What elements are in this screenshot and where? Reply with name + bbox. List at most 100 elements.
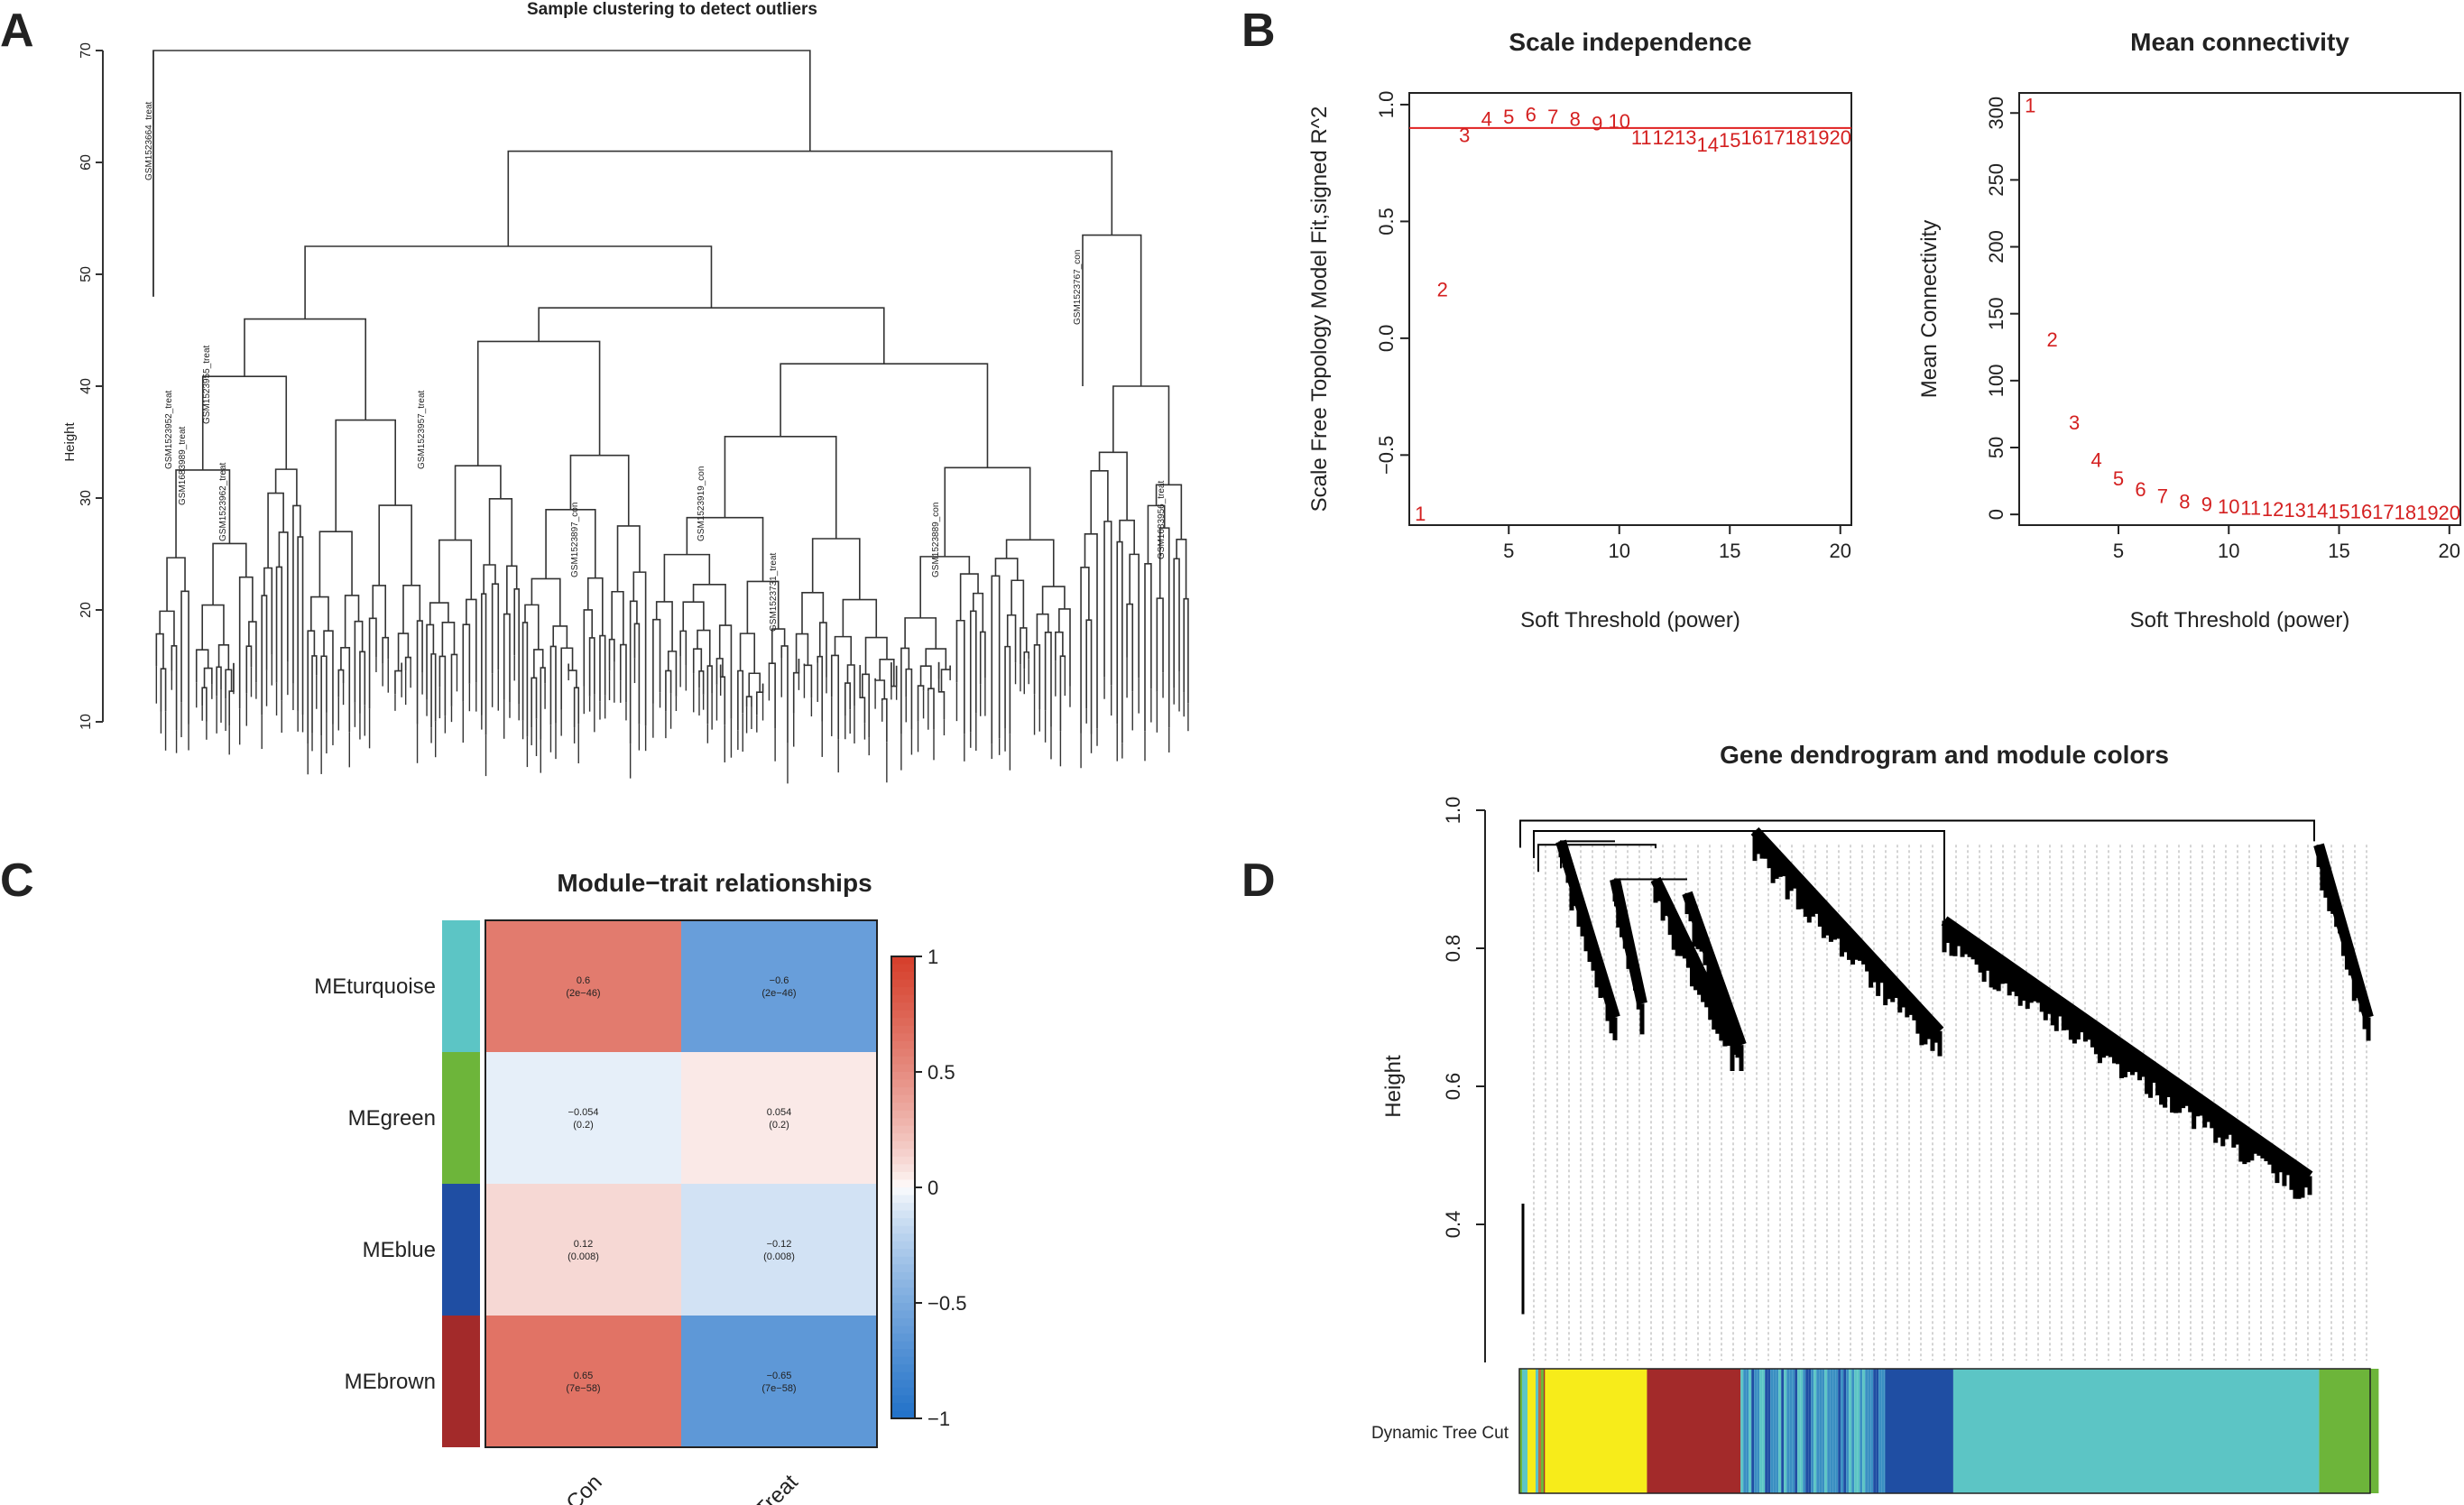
- panel-a-leaf-label: GSM1523957_treat: [417, 390, 427, 469]
- panel-a-branch: [307, 630, 316, 744]
- panel-a-leaf-label: GSM1523919_con: [697, 466, 706, 541]
- panel-c-colorbar-segment: [891, 1241, 915, 1251]
- panel-d-module-stripe: [1749, 1369, 1752, 1493]
- panel-c-colorbar-segment: [891, 1087, 915, 1096]
- panel-a-branch: [245, 645, 253, 694]
- panel-a-branch: [919, 556, 971, 618]
- panel-c-cell-value: −0.65: [767, 1371, 792, 1381]
- panel-b1-xtick-label: 5: [1503, 540, 1514, 562]
- panel-d-module-stripe: [1754, 1369, 1758, 1493]
- panel-c-colorbar-segment: [891, 956, 915, 965]
- panel-a-branch: [404, 656, 411, 671]
- panel-a-branch: [354, 620, 364, 703]
- panel-d-module-stripe: [1857, 1369, 1860, 1493]
- panel-a-branch: [881, 697, 888, 743]
- panel-a-branch: [278, 531, 289, 662]
- panel-b2-point: 12: [2262, 498, 2284, 521]
- panel-d-branch-spine: [2313, 843, 2374, 1020]
- panel-a-branch: [426, 623, 435, 700]
- panel-a-branch: [818, 622, 827, 678]
- panel-a-branch: [195, 649, 209, 683]
- panel-c-row-label: MEbrown: [345, 1370, 436, 1394]
- panel-b1-point: 4: [1481, 107, 1492, 130]
- panel-a-branch: [201, 604, 225, 651]
- panel-b2-point: 3: [2069, 411, 2080, 434]
- panel-d-module-stripe: [1541, 1369, 1544, 1493]
- panel-a-branch: [1090, 470, 1109, 534]
- panel-c-colorbar-segment: [891, 1133, 915, 1142]
- panel-d-module-stripe: [1822, 1369, 1825, 1493]
- panel-a-leaf-label: GSM1523955_treat: [202, 345, 212, 424]
- panel-b2-title: Mean connectivity: [2130, 28, 2349, 56]
- panel-a-branch: [803, 663, 813, 698]
- panel-a-ytick-label: 30: [78, 490, 94, 506]
- panel-c-colorbar-segment: [891, 1256, 915, 1266]
- panel-d-module-stripe: [1797, 1369, 1801, 1493]
- panel-a-branch: [724, 435, 837, 540]
- panel-c-colorbar-segment: [891, 1364, 915, 1373]
- panel-a-branch: [1059, 655, 1066, 732]
- panel-c-title: Module−trait relationships: [557, 869, 872, 897]
- panel-b2-point: 2: [2047, 328, 2058, 351]
- panel-a-branch: [340, 647, 351, 733]
- panel-a-branch: [795, 632, 809, 673]
- panel-b2-point: 10: [2218, 495, 2239, 518]
- panel-a-branch: [462, 623, 471, 702]
- panel-c-colorbar-label: 0: [927, 1177, 938, 1199]
- panel-a-branch: [372, 585, 387, 638]
- panel-d-module-stripe: [1792, 1369, 1795, 1493]
- panel-a-branch: [225, 669, 233, 699]
- panel-b2-ytick-label: 200: [1985, 230, 2007, 263]
- panel-d-module-stripe: [1827, 1369, 1831, 1493]
- panel-c-colorbar-segment: [891, 1287, 915, 1297]
- panel-a-branch: [323, 630, 334, 725]
- panel-a-branch: [1005, 539, 1055, 587]
- panel-a-branch: [665, 669, 672, 712]
- panel-d-module-stripe: [1800, 1369, 1804, 1493]
- panel-a-branch: [320, 655, 328, 736]
- panel-a-branch: [586, 577, 604, 636]
- panel-a-ytick-label: 50: [78, 266, 94, 282]
- panel-letter-d: D: [1241, 854, 1276, 907]
- panel-a-ytick-label: 10: [78, 714, 94, 730]
- panel-d-module-stripe: [1789, 1369, 1793, 1493]
- panel-c-cell-pvalue: (2e−46): [761, 988, 796, 999]
- panel-d-branch: [1754, 829, 1945, 921]
- panel-b2-ytick-label: 250: [1985, 163, 2007, 197]
- panel-a-branch: [1080, 566, 1090, 734]
- panel-a-branch: [969, 610, 977, 733]
- panel-b1-point: 12: [1653, 126, 1675, 149]
- panel-a-branch: [817, 655, 824, 722]
- panel-a-branch: [466, 598, 477, 683]
- panel-c-colorbar-label: −1: [927, 1408, 950, 1430]
- panel-d-module-stripe: [1527, 1369, 1530, 1493]
- panel-d-module-stripe: [1868, 1369, 1871, 1493]
- panel-c-colorbar-segment: [891, 1203, 915, 1212]
- panel-a-branch: [1173, 558, 1180, 688]
- panel-c-colorbar-segment: [891, 1371, 915, 1381]
- panel-a-branch: [238, 576, 254, 709]
- panel-d-gene-dendrogram: Gene dendrogram and module colors 0.4 0.6 0…: [1371, 741, 2379, 1494]
- panel-a-branch: [1144, 563, 1152, 732]
- panel-d-module-stripe: [1757, 1369, 1760, 1493]
- panel-d-module-stripe: [1519, 1369, 1522, 1493]
- panel-a-branch: [692, 648, 703, 674]
- panel-d-ytick-label: 0.4: [1442, 1211, 1464, 1239]
- panel-a-branch: [155, 632, 164, 669]
- panel-d-module-stripe: [1862, 1369, 1866, 1493]
- panel-b2-xtick-label: 5: [2113, 540, 2124, 562]
- panel-d-module-stripe: [1819, 1369, 1823, 1493]
- panel-a-branch: [267, 492, 284, 568]
- panel-a-branch: [842, 598, 878, 638]
- panel-c-cell: [485, 920, 681, 1052]
- panel-d-colorbar-label: Dynamic Tree Cut: [1371, 1424, 1509, 1443]
- panel-c-colorbar-segment: [891, 1156, 915, 1166]
- panel-a-branch: [1156, 597, 1164, 692]
- panel-c-cell: [485, 1052, 681, 1184]
- panel-c-colorbar-segment: [891, 1079, 915, 1089]
- panel-b2-ytick-label: 50: [1985, 437, 2007, 458]
- panel-a-leaf-label: GSM1523664_treat: [144, 101, 154, 180]
- panel-a-branch: [862, 673, 871, 738]
- panel-letter-b: B: [1241, 5, 1276, 57]
